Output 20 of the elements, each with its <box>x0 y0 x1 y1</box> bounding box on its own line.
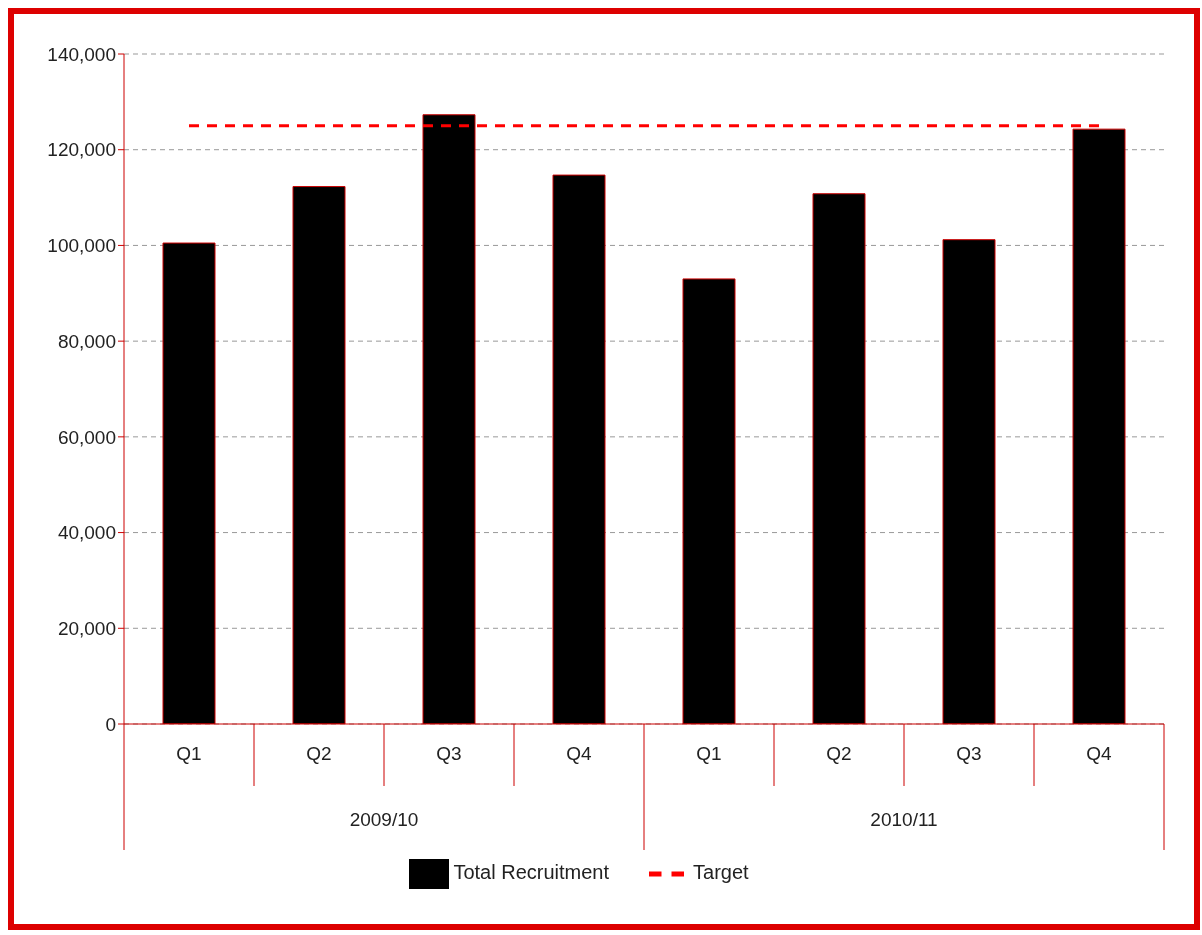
legend-label: Total Recruitment <box>453 861 610 884</box>
text: 2010/11 <box>870 809 938 830</box>
legend-label: Target <box>693 861 749 884</box>
y-tick-label: 40,000 <box>57 522 116 544</box>
x-tick-label: Q3 <box>436 743 462 764</box>
y-tick-label: 60,000 <box>57 426 116 448</box>
y-tick-label: 100,000 <box>47 235 116 257</box>
y-tick-label: 80,000 <box>57 330 116 352</box>
x-tick-label: Q2 <box>826 743 852 764</box>
x-tick-label: Q3 <box>956 743 982 764</box>
y-tick-label: 20,000 <box>57 618 116 640</box>
x-tick-label: Q2 <box>306 743 332 764</box>
y-tick-label: 140,000 <box>47 43 116 65</box>
y-tick-label: 0 <box>105 713 116 735</box>
x-tick-label: Q4 <box>1086 743 1113 764</box>
x-tick-label: Q1 <box>176 743 202 764</box>
text: 2009/10 <box>349 809 419 830</box>
x-tick-label: Q4 <box>566 743 593 764</box>
y-tick-label: 120,000 <box>47 139 116 161</box>
x-tick-label: Q1 <box>696 743 722 764</box>
